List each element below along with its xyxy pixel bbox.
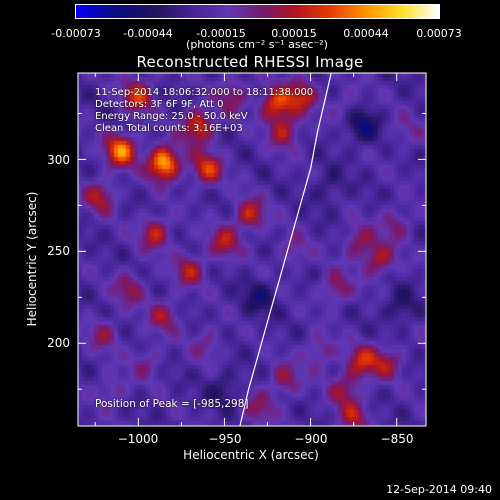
x-tick-label: −900 xyxy=(294,432,328,446)
x-tick-label: −950 xyxy=(208,432,242,446)
colorbar-tick-label: -0.00015 xyxy=(196,27,246,40)
colorbar-tick-label: 0.00073 xyxy=(416,27,462,40)
info-detectors: Detectors: 3F 6F 9F, Att 0 xyxy=(95,99,224,110)
y-tick-label: 250 xyxy=(47,244,70,258)
colorbar-tick-label: -0.00044 xyxy=(123,27,173,40)
plot-title: Reconstructed RHESSI Image xyxy=(136,53,364,71)
y-tick-label: 300 xyxy=(47,153,70,167)
colorbar-tick-label: 0.00015 xyxy=(271,27,317,40)
y-tick-label: 200 xyxy=(47,336,70,350)
info-energy-range: Energy Range: 25.0 - 50.0 keV xyxy=(95,111,248,122)
info-time-range: 11-Sep-2014 18:06:32.000 to 18:11:38.000 xyxy=(95,87,314,98)
y-axis-label: Heliocentric Y (arcsec) xyxy=(25,191,39,327)
x-axis-label: Heliocentric X (arcsec) xyxy=(183,448,319,462)
colorbar-tick-label: 0.00044 xyxy=(343,27,389,40)
info-total-counts: Clean Total counts: 3.16E+03 xyxy=(95,123,243,134)
colorbar-units: (photons cm⁻² s⁻¹ asec⁻²) xyxy=(186,38,328,51)
plot-frame xyxy=(77,72,427,427)
timestamp: 12-Sep-2014 09:40 xyxy=(386,483,492,496)
peak-position-label: Position of Peak = [-985,298] xyxy=(95,398,249,410)
colorbar-gradient xyxy=(75,4,440,19)
solar-limb-line xyxy=(239,72,332,427)
colorbar-tick-label: -0.00073 xyxy=(51,27,101,40)
heatmap-image xyxy=(78,73,426,426)
colorbar xyxy=(75,4,440,19)
x-tick-label: −1000 xyxy=(117,432,159,446)
x-tick-label: −850 xyxy=(380,432,414,446)
